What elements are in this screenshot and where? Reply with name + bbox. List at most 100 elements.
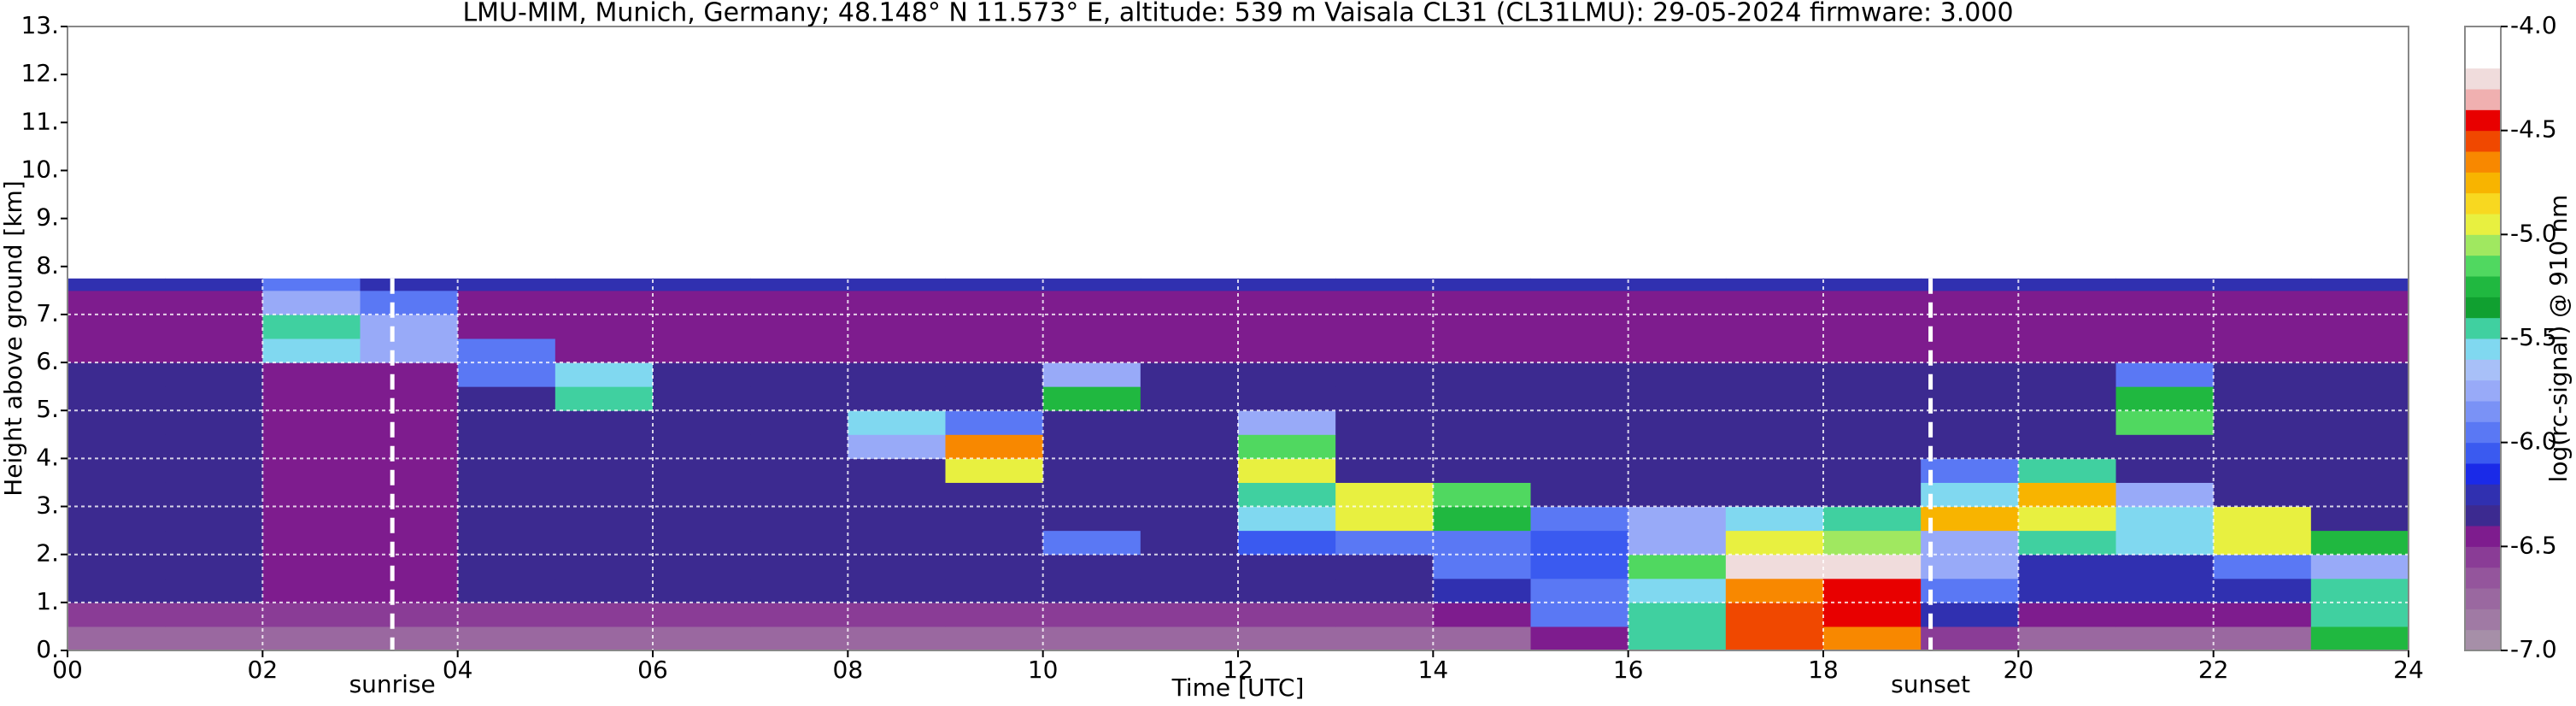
heatmap-cell (2115, 278, 2215, 291)
heatmap-cell (2213, 506, 2312, 532)
heatmap-cell (1140, 410, 1239, 435)
colorbar-tick-label: -7.0 (2510, 635, 2557, 663)
heatmap-cell (165, 554, 263, 580)
heatmap-cell (1335, 578, 1434, 603)
heatmap-cell (945, 290, 1044, 315)
heatmap-cell (1530, 506, 1629, 532)
heatmap-cell (2310, 386, 2409, 411)
heatmap-cell (1823, 314, 1922, 339)
colorbar-band (2465, 255, 2501, 277)
colorbar-band (2465, 338, 2501, 360)
heatmap-cell (750, 482, 848, 508)
heatmap-cell (1823, 554, 1922, 580)
heatmap-cell (848, 338, 946, 363)
heatmap-cell (555, 506, 654, 532)
heatmap-cell (555, 362, 654, 387)
y-tick-label: 10. (21, 155, 59, 183)
heatmap-cell (2213, 602, 2312, 627)
heatmap-cell (1628, 314, 1727, 339)
heatmap-cell (67, 578, 166, 603)
heatmap-cell (2213, 626, 2312, 651)
heatmap-cell (1628, 602, 1727, 627)
heatmap-cell (653, 362, 751, 387)
heatmap-cell (750, 554, 848, 580)
heatmap-cell (945, 578, 1044, 603)
heatmap-cell (165, 410, 263, 435)
heatmap-cell (2018, 602, 2116, 627)
heatmap-cell (1530, 290, 1629, 315)
heatmap-cell (1823, 338, 1922, 363)
heatmap-cell (1921, 530, 2019, 556)
heatmap-cell (1823, 410, 1922, 435)
heatmap-cell (1433, 338, 1531, 363)
heatmap-cell (1530, 338, 1629, 363)
heatmap-cell (1530, 602, 1629, 627)
heatmap-cell (848, 386, 946, 411)
heatmap-cell (1725, 482, 1824, 508)
heatmap-cell (1921, 482, 2019, 508)
heatmap-cell (555, 434, 654, 459)
heatmap-cell (2310, 338, 2409, 363)
annotation-label: sunrise (349, 670, 436, 698)
heatmap-cell (1725, 290, 1824, 315)
heatmap-cell (2018, 410, 2116, 435)
heatmap-cell (457, 278, 556, 291)
x-tick-label: 24 (2393, 656, 2424, 684)
heatmap-cell (848, 290, 946, 315)
heatmap-cell (165, 482, 263, 508)
x-axis-label: Time [UTC] (1171, 674, 1305, 702)
heatmap-cell (1238, 602, 1336, 627)
heatmap-cell (67, 602, 166, 627)
heatmap-cell (165, 602, 263, 627)
annotations (390, 278, 1933, 650)
heatmap-cell (2018, 314, 2116, 339)
heatmap-cell (1628, 338, 1727, 363)
heatmap-cell (1042, 386, 1141, 411)
heatmap-cell (1335, 410, 1434, 435)
heatmap-cell (750, 626, 848, 651)
y-tick-label: 13. (21, 11, 59, 39)
heatmap-cell (653, 482, 751, 508)
heatmap-cell (2115, 578, 2215, 603)
heatmap-cell (653, 626, 751, 651)
heatmap-cell (1140, 434, 1239, 459)
heatmap-cell (1042, 458, 1141, 483)
heatmap-cell (750, 458, 848, 483)
heatmap-cell (945, 482, 1044, 508)
heatmap-cell (2310, 434, 2409, 459)
heatmap-cell (848, 278, 946, 291)
heatmap-cell (1823, 506, 1922, 532)
heatmap-cell (1725, 530, 1824, 556)
heatmap-cell (1042, 530, 1141, 556)
heatmap-cell (1628, 506, 1727, 532)
heatmap-cell (1628, 530, 1727, 556)
colorbar-band (2465, 546, 2501, 568)
heatmap-cell (1921, 602, 2019, 627)
colorbar-tick-label: -6.0 (2510, 427, 2557, 456)
heatmap-cell (457, 506, 556, 532)
heatmap-cell (262, 626, 361, 651)
heatmap-cell (2213, 578, 2312, 603)
heatmap-cell (1042, 434, 1141, 459)
heatmap-cell (750, 530, 848, 556)
heatmap-cell (1042, 602, 1141, 627)
heatmap-cell (1042, 626, 1141, 651)
heatmap-cell (457, 386, 556, 411)
heatmap-cell (945, 278, 1044, 291)
heatmap-cell (457, 626, 556, 651)
heatmap-cell (1140, 386, 1239, 411)
heatmap-cell (1433, 482, 1531, 508)
heatmap-cell (2310, 410, 2409, 435)
heatmap-cell (848, 482, 946, 508)
heatmap-cell (1530, 578, 1629, 603)
heatmap-cell (1335, 278, 1434, 291)
heatmap-cell (653, 386, 751, 411)
colorbar-band (2465, 609, 2501, 631)
heatmap-cell (848, 362, 946, 387)
heatmap-cell (1335, 602, 1434, 627)
heatmap-cell (2213, 458, 2312, 483)
heatmap-cell (1433, 626, 1531, 651)
heatmap-cell (750, 362, 848, 387)
colorbar-tick-label: -4.5 (2510, 115, 2557, 144)
